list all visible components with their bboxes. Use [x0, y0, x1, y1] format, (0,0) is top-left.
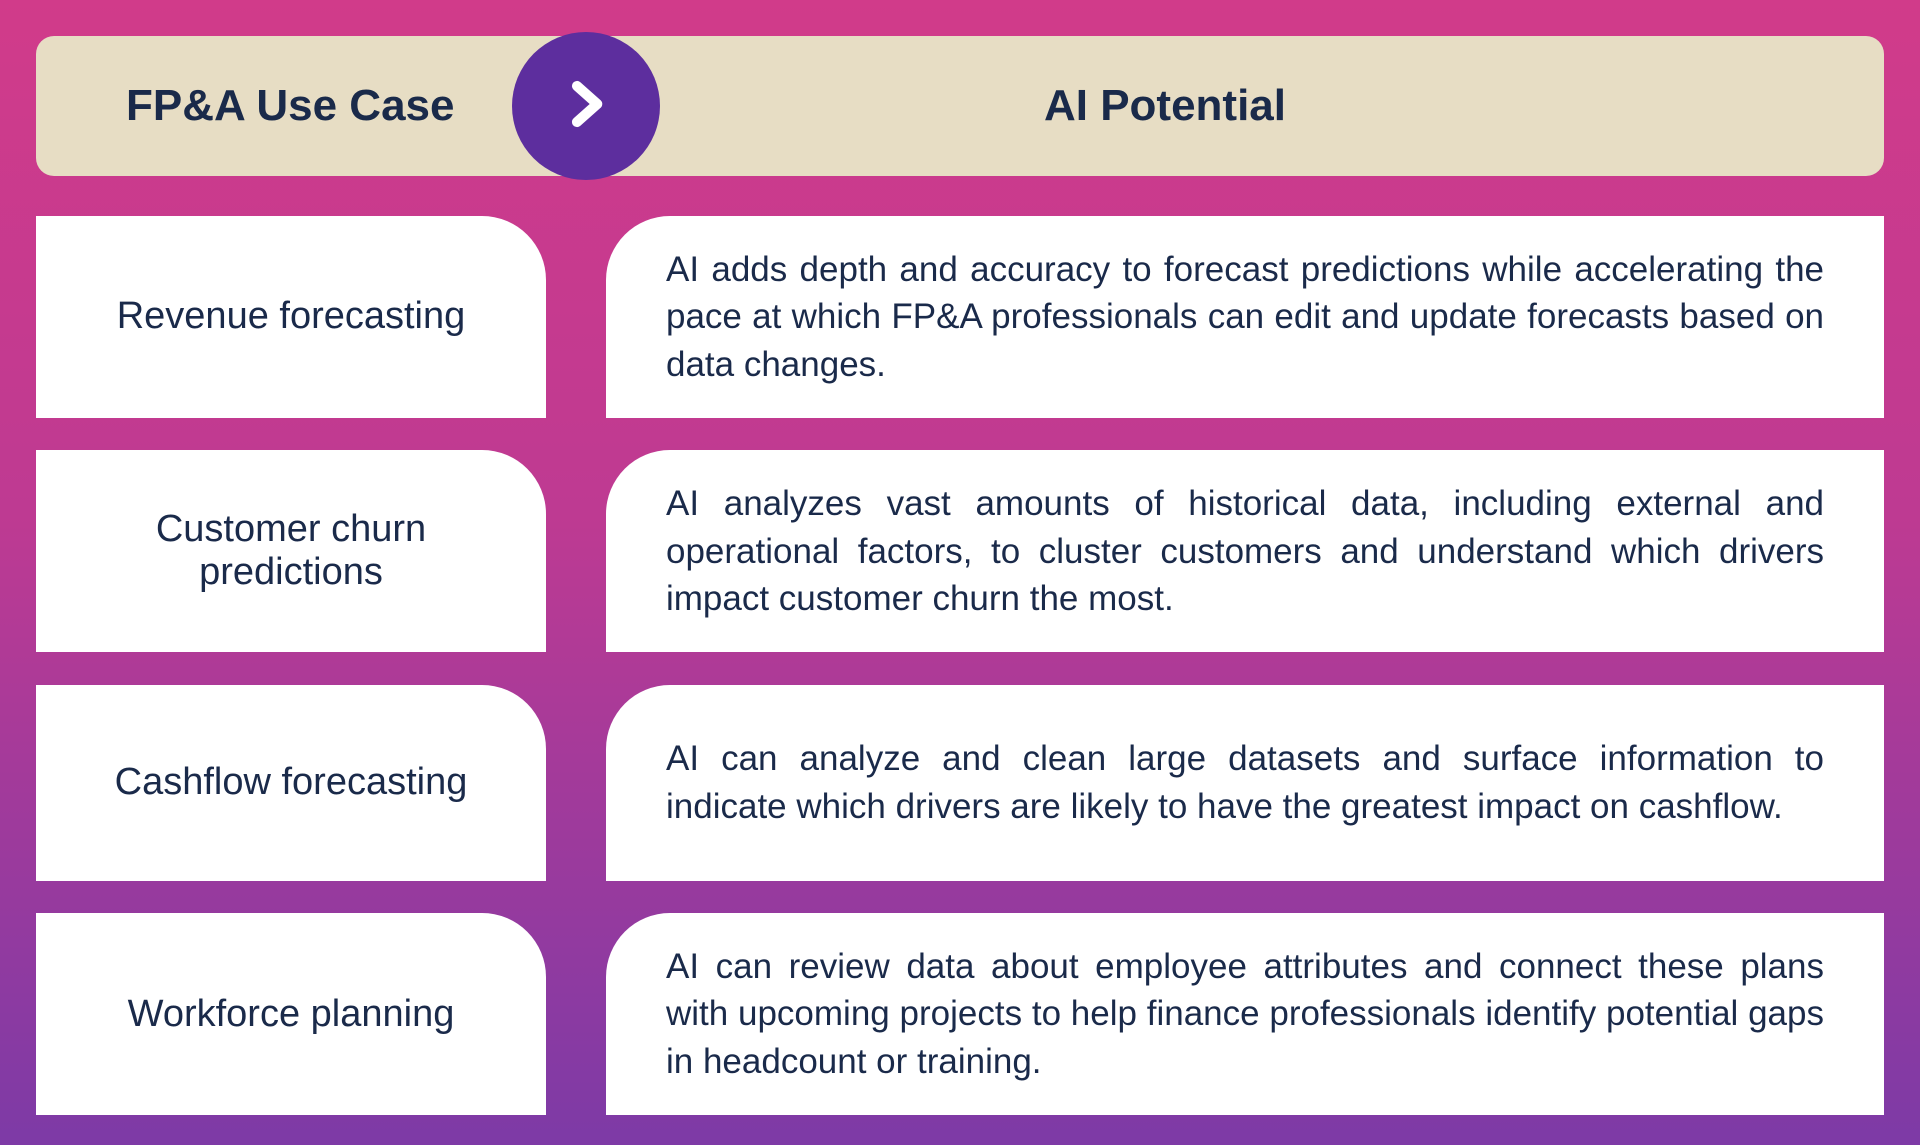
- header-left: FP&A Use Case: [36, 36, 546, 176]
- ai-potential-cell: AI adds depth and accuracy to forecast p…: [606, 216, 1884, 418]
- table-row: Workforce planning AI can review data ab…: [36, 913, 1884, 1115]
- header-row: FP&A Use Case AI Potential: [36, 36, 1884, 176]
- use-case-cell: Cashflow forecasting: [36, 685, 546, 881]
- ai-potential-cell: AI analyzes vast amounts of historical d…: [606, 450, 1884, 652]
- use-case-cell: Revenue forecasting: [36, 216, 546, 418]
- infographic-canvas: FP&A Use Case AI Potential Revenue forec…: [0, 0, 1920, 1145]
- table-row: Customer churn predictions AI analyzes v…: [36, 450, 1884, 652]
- ai-potential-cell: AI can review data about employee attrib…: [606, 913, 1884, 1115]
- table-row: Revenue forecasting AI adds depth and ac…: [36, 216, 1884, 418]
- content-area: FP&A Use Case AI Potential Revenue forec…: [0, 0, 1920, 1145]
- use-case-cell: Workforce planning: [36, 913, 546, 1115]
- chevron-right-icon: [559, 77, 613, 136]
- header-chevron-circle: [512, 32, 660, 180]
- ai-potential-cell: AI can analyze and clean large datasets …: [606, 685, 1884, 881]
- table-row: Cashflow forecasting AI can analyze and …: [36, 685, 1884, 881]
- use-case-cell: Customer churn predictions: [36, 450, 546, 652]
- rows-container: Revenue forecasting AI adds depth and ac…: [36, 216, 1884, 1115]
- header-right: AI Potential: [546, 36, 1884, 176]
